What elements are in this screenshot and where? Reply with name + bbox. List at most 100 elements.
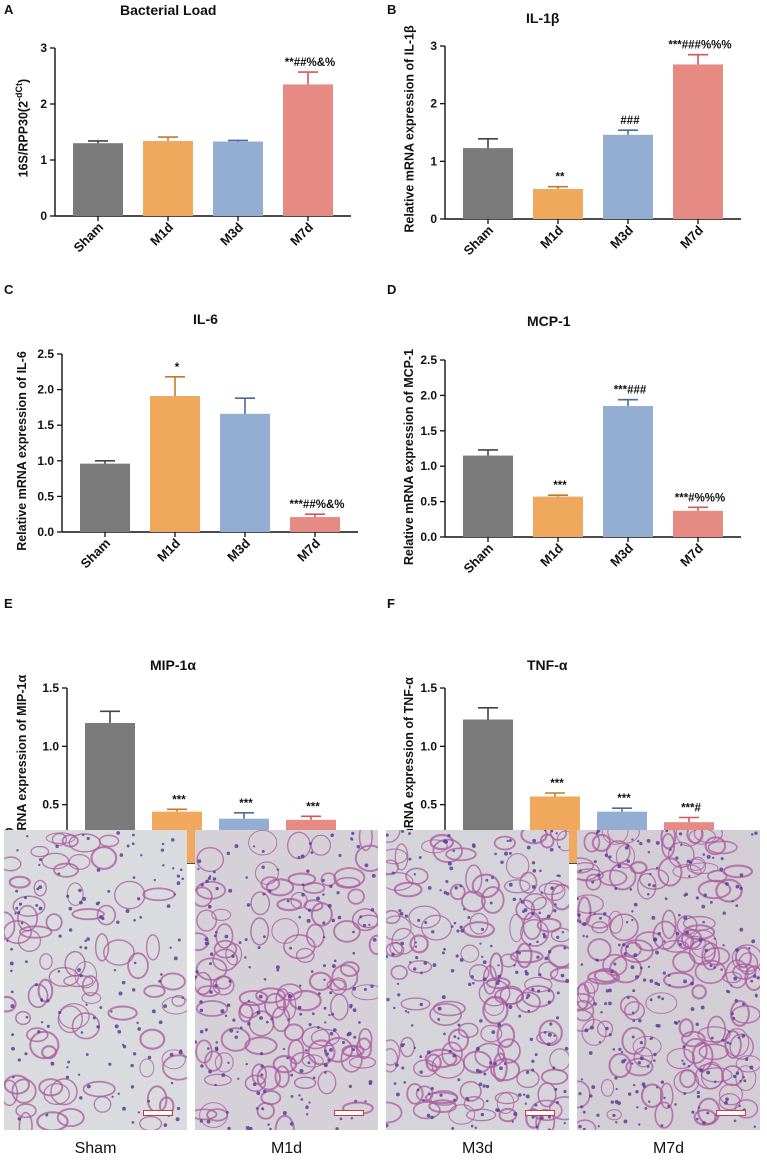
- alveolar-wall: [347, 888, 365, 905]
- alveolar-wall: [199, 1102, 228, 1129]
- alveolar-wall: [195, 957, 228, 981]
- cell-nucleus: [631, 1011, 635, 1014]
- cell-nucleus: [125, 909, 130, 913]
- cell-nucleus: [485, 1084, 490, 1089]
- cell-nucleus: [12, 1075, 15, 1079]
- alveolar-wall: [551, 883, 569, 911]
- cell-nucleus: [312, 1076, 316, 1080]
- cell-nucleus: [282, 1047, 286, 1051]
- cell-nucleus: [721, 1038, 725, 1042]
- cell-nucleus: [208, 1069, 212, 1074]
- cell-nucleus: [639, 1056, 644, 1061]
- cell-nucleus: [224, 1014, 228, 1017]
- y-tick-label: 1.5: [37, 418, 54, 432]
- cell-nucleus: [204, 937, 209, 942]
- cell-nucleus: [683, 894, 687, 897]
- cell-nucleus: [646, 892, 650, 896]
- alveolar-wall: [36, 1111, 69, 1130]
- cell-nucleus: [482, 960, 487, 965]
- cell-nucleus: [675, 856, 679, 860]
- cell-nucleus: [401, 1066, 405, 1070]
- cell-nucleus: [117, 1092, 120, 1096]
- cell-nucleus: [352, 1008, 357, 1013]
- cell-nucleus: [195, 970, 199, 974]
- alveolar-wall: [660, 830, 677, 850]
- cell-nucleus: [350, 1117, 354, 1120]
- cell-nucleus: [497, 1023, 502, 1028]
- bar-chart: 0 1 2 3 Sham M1d M3d M7d **##%&%: [40, 41, 351, 255]
- cell-nucleus: [68, 928, 73, 932]
- cell-nucleus: [199, 1119, 203, 1123]
- cell-nucleus: [741, 1034, 746, 1038]
- x-tick-label: M7d: [287, 219, 316, 248]
- cell-nucleus: [298, 915, 302, 919]
- cell-nucleus: [703, 893, 707, 897]
- cell-nucleus: [481, 955, 484, 958]
- cell-nucleus: [215, 1048, 219, 1052]
- cell-nucleus: [577, 913, 581, 917]
- cell-nucleus: [720, 857, 724, 861]
- alveolar-wall: [351, 908, 378, 932]
- bar-m1d: [533, 496, 583, 537]
- cell-nucleus: [316, 896, 320, 901]
- alveolar-wall: [735, 1055, 760, 1073]
- alveolar-wall: [8, 875, 31, 889]
- cell-nucleus: [709, 900, 713, 904]
- cell-nucleus: [544, 956, 549, 961]
- alveolar-wall: [678, 1018, 694, 1038]
- cell-nucleus: [350, 837, 353, 840]
- cell-nucleus: [735, 948, 739, 952]
- cell-nucleus: [10, 969, 13, 973]
- alveolar-wall: [715, 878, 743, 903]
- cell-nucleus: [531, 911, 535, 916]
- cell-nucleus: [275, 965, 280, 970]
- alveolar-wall: [256, 1065, 282, 1091]
- cell-nucleus: [722, 911, 726, 915]
- cell-nucleus: [577, 897, 579, 901]
- cell-nucleus: [646, 839, 651, 843]
- cell-nucleus: [325, 1052, 329, 1056]
- cell-nucleus: [126, 844, 130, 848]
- cell-nucleus: [754, 831, 758, 835]
- cell-nucleus: [639, 841, 643, 846]
- cell-nucleus: [459, 884, 463, 888]
- cell-nucleus: [158, 979, 162, 983]
- alveolar-wall: [96, 904, 116, 926]
- cell-nucleus: [299, 1069, 304, 1073]
- x-tick-label: M1d: [537, 222, 566, 251]
- cell-nucleus: [151, 1009, 156, 1014]
- cell-nucleus: [647, 850, 651, 854]
- cell-nucleus: [508, 1004, 513, 1009]
- panel-label-b: B: [387, 2, 397, 17]
- cell-nucleus: [686, 859, 691, 863]
- cell-nucleus: [511, 1120, 514, 1123]
- cell-nucleus: [117, 1029, 122, 1034]
- cell-nucleus: [301, 892, 305, 897]
- cell-nucleus: [483, 1072, 487, 1076]
- alveolar-wall: [386, 848, 408, 865]
- alveolar-wall: [196, 846, 225, 873]
- cell-nucleus: [702, 853, 706, 856]
- significance-label: ###: [620, 115, 640, 127]
- cell-nucleus: [25, 1015, 29, 1019]
- cell-nucleus: [169, 946, 172, 949]
- cell-nucleus: [268, 889, 272, 893]
- significance-label: ***###: [614, 385, 647, 397]
- cell-nucleus: [617, 864, 622, 869]
- cell-nucleus: [649, 998, 653, 1002]
- cell-nucleus: [508, 882, 513, 887]
- cell-nucleus: [226, 1110, 229, 1114]
- cell-nucleus: [158, 1020, 163, 1025]
- cell-nucleus: [698, 938, 703, 942]
- bar-chart: 0 1 2 3 Sham M1d ** M3d ### M7d ***###%%%: [430, 39, 741, 258]
- cell-nucleus: [610, 1100, 614, 1104]
- alveolar-wall: [654, 1101, 674, 1129]
- alveolar-wall: [657, 857, 683, 887]
- cell-nucleus: [536, 955, 540, 959]
- cell-nucleus: [212, 877, 217, 881]
- alveolar-wall: [290, 891, 308, 910]
- cell-nucleus: [437, 1017, 441, 1021]
- cell-nucleus: [750, 979, 754, 983]
- alveolar-wall: [82, 1080, 116, 1098]
- cell-nucleus: [36, 887, 40, 891]
